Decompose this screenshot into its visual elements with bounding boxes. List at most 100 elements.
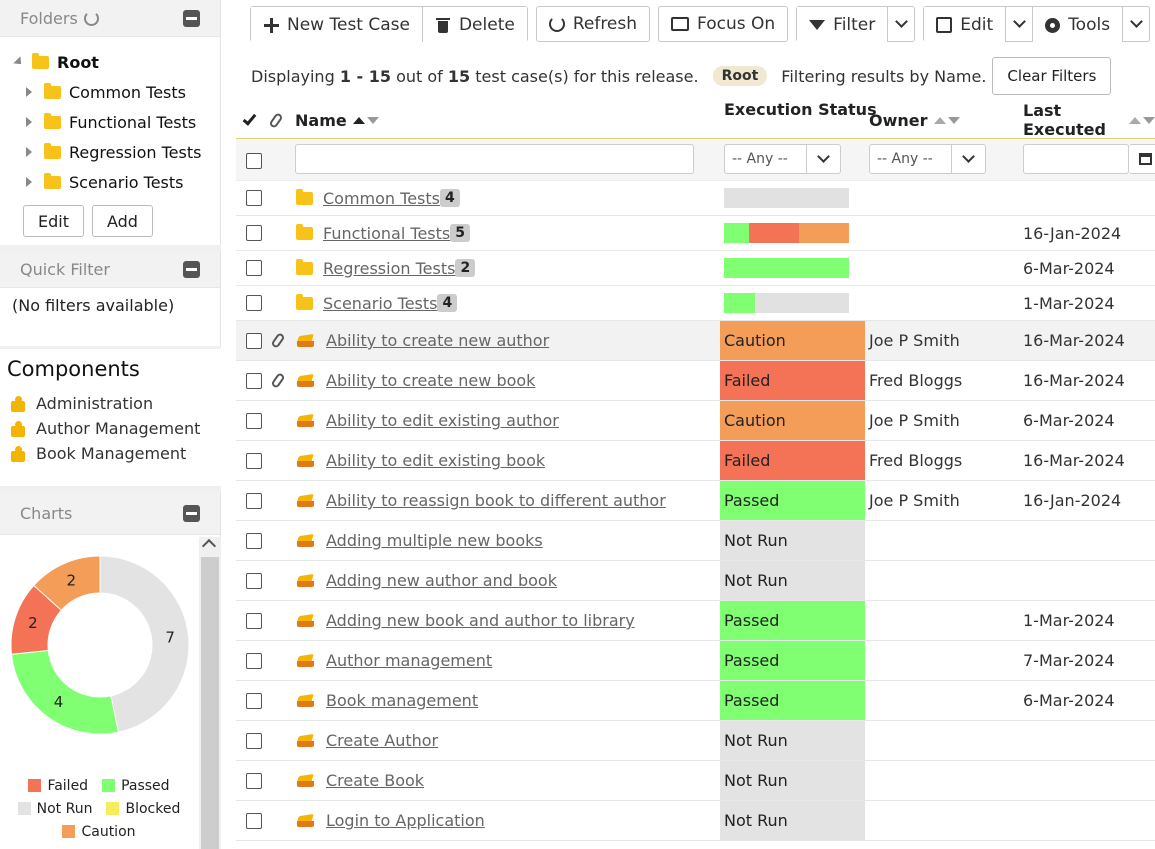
tools-button[interactable]: Tools — [1033, 7, 1123, 43]
row-checkbox[interactable] — [246, 295, 262, 311]
sort-descending-icon[interactable] — [947, 116, 960, 124]
tree-item-root[interactable]: Root — [13, 47, 220, 77]
column-status-header[interactable]: Execution Status — [724, 100, 877, 119]
filter-button[interactable]: Filter — [797, 7, 888, 43]
test-case-link[interactable]: Create Author — [326, 731, 439, 750]
name-filter-input[interactable] — [295, 144, 694, 174]
test-case-row[interactable]: Login to Application Not Run — [236, 801, 1155, 841]
column-name-header[interactable]: Name — [295, 111, 379, 130]
test-case-link[interactable]: Create Book — [326, 771, 425, 790]
test-case-row[interactable]: Author management Passed 7-Mar-2024 — [236, 641, 1155, 681]
charts-scrollbar[interactable] — [199, 537, 221, 849]
focus-on-button[interactable]: Focus On — [658, 6, 789, 42]
row-checkbox[interactable] — [246, 532, 262, 549]
row-checkbox[interactable] — [246, 190, 262, 206]
folder-link[interactable]: Scenario Tests — [323, 293, 438, 313]
test-case-link[interactable]: Ability to create new book — [326, 371, 536, 390]
test-case-row[interactable]: Adding new book and author to library Pas… — [236, 601, 1155, 641]
test-case-row[interactable]: Ability to reassign book to different au… — [236, 481, 1155, 521]
sort-ascending-icon[interactable] — [1129, 116, 1141, 124]
collapse-quick-filter-button[interactable] — [183, 260, 200, 278]
folder-link[interactable]: Common Tests — [323, 188, 440, 208]
clear-filters-button[interactable]: Clear Filters — [992, 57, 1112, 95]
folder-link[interactable]: Functional Tests — [323, 223, 451, 243]
row-checkbox[interactable] — [246, 732, 262, 749]
test-case-row[interactable]: Ability to edit existing author Caution Jo… — [236, 401, 1155, 441]
row-checkbox[interactable] — [246, 652, 262, 669]
delete-button[interactable]: Delete — [422, 7, 527, 43]
row-checkbox[interactable] — [246, 492, 262, 509]
test-case-link[interactable]: Author management — [326, 651, 493, 670]
select-all-checkbox[interactable] — [246, 153, 262, 169]
row-checkbox[interactable] — [246, 412, 262, 429]
folder-link[interactable]: Regression Tests — [323, 258, 456, 278]
row-checkbox[interactable] — [246, 372, 262, 389]
test-case-link[interactable]: Adding new author and book — [326, 571, 557, 590]
expand-caret-icon[interactable] — [26, 87, 32, 97]
row-checkbox[interactable] — [246, 260, 262, 276]
collapse-charts-button[interactable] — [183, 505, 200, 522]
test-case-row[interactable]: Ability to create new author Caution Joe P… — [236, 321, 1155, 361]
row-checkbox[interactable] — [246, 692, 262, 709]
tree-item-folder[interactable]: Scenario Tests — [14, 167, 220, 197]
refresh-button[interactable]: Refresh — [535, 6, 651, 42]
component-item[interactable]: Book Management — [7, 441, 221, 466]
tree-item-folder[interactable]: Common Tests — [14, 77, 220, 107]
filter-dropdown-button[interactable] — [888, 7, 914, 41]
donut-slice-passed[interactable] — [10, 649, 120, 735]
refresh-folders-icon[interactable] — [83, 10, 99, 26]
scroll-up-icon[interactable] — [201, 538, 217, 554]
tools-dropdown-button[interactable] — [1123, 7, 1149, 41]
owner-filter-select[interactable]: -- Any -- — [869, 144, 986, 174]
row-checkbox[interactable] — [246, 612, 262, 629]
test-case-link[interactable]: Book management — [326, 691, 479, 710]
column-owner-header[interactable]: Owner — [869, 111, 960, 130]
sort-ascending-icon[interactable] — [933, 116, 946, 124]
test-case-link[interactable]: Ability to edit existing author — [326, 411, 559, 430]
column-last-executed-header[interactable]: Last Executed — [1023, 101, 1155, 139]
row-checkbox[interactable] — [246, 332, 262, 349]
component-item[interactable]: Author Management — [7, 416, 221, 441]
test-case-row[interactable]: Create Author Not Run — [236, 721, 1155, 761]
test-case-row[interactable]: Ability to create new book Failed Fred Blo… — [236, 361, 1155, 401]
attachment-icon[interactable] — [270, 371, 286, 389]
donut-slice-caution[interactable] — [33, 555, 101, 611]
test-case-link[interactable]: Adding multiple new books — [326, 531, 543, 550]
last-executed-filter-input[interactable] — [1023, 144, 1129, 174]
sort-ascending-icon[interactable] — [352, 116, 365, 124]
folder-row[interactable]: Regression Tests 2 6-Mar-2024 — [236, 251, 1155, 286]
tree-item-folder[interactable]: Regression Tests — [14, 137, 220, 167]
folder-row[interactable]: Functional Tests 5 16-Jan-2024 — [236, 216, 1155, 251]
collapse-folders-button[interactable] — [183, 9, 200, 27]
test-case-row[interactable]: Book management Passed 6-Mar-2024 — [236, 681, 1155, 721]
test-case-row[interactable]: Adding new author and book Not Run — [236, 561, 1155, 601]
test-case-row[interactable]: Create Book Not Run — [236, 761, 1155, 801]
edit-button[interactable]: Edit — [924, 7, 1006, 43]
calendar-button[interactable] — [1129, 144, 1155, 174]
folder-row[interactable]: Common Tests 4 — [236, 181, 1155, 216]
row-checkbox[interactable] — [246, 225, 262, 241]
test-case-link[interactable]: Ability to edit existing book — [326, 451, 546, 470]
test-case-link[interactable]: Ability to create new author — [326, 331, 550, 350]
row-checkbox[interactable] — [246, 452, 262, 469]
row-checkbox[interactable] — [246, 772, 262, 789]
expand-caret-icon[interactable] — [26, 147, 32, 157]
status-filter-select[interactable]: -- Any -- — [724, 144, 841, 174]
scrollbar-thumb[interactable] — [201, 557, 219, 849]
test-case-link[interactable]: Adding new book and author to library — [326, 611, 635, 630]
row-checkbox[interactable] — [246, 572, 262, 589]
row-checkbox[interactable] — [246, 812, 262, 829]
edit-dropdown-button[interactable] — [1006, 7, 1032, 41]
sort-descending-icon[interactable] — [1143, 116, 1155, 124]
expand-caret-icon[interactable] — [13, 56, 25, 68]
tree-item-folder[interactable]: Functional Tests — [14, 107, 220, 137]
test-case-link[interactable]: Ability to reassign book to different au… — [326, 491, 666, 510]
select-all-check-icon[interactable] — [242, 111, 257, 126]
test-case-link[interactable]: Login to Application — [326, 811, 485, 830]
donut-slice-not-run[interactable] — [99, 555, 190, 733]
test-case-row[interactable]: Adding multiple new books Not Run — [236, 521, 1155, 561]
add-folder-button[interactable]: Add — [91, 205, 153, 237]
component-item[interactable]: Administration — [7, 391, 221, 416]
expand-caret-icon[interactable] — [26, 177, 32, 187]
edit-folder-button[interactable]: Edit — [23, 205, 84, 237]
